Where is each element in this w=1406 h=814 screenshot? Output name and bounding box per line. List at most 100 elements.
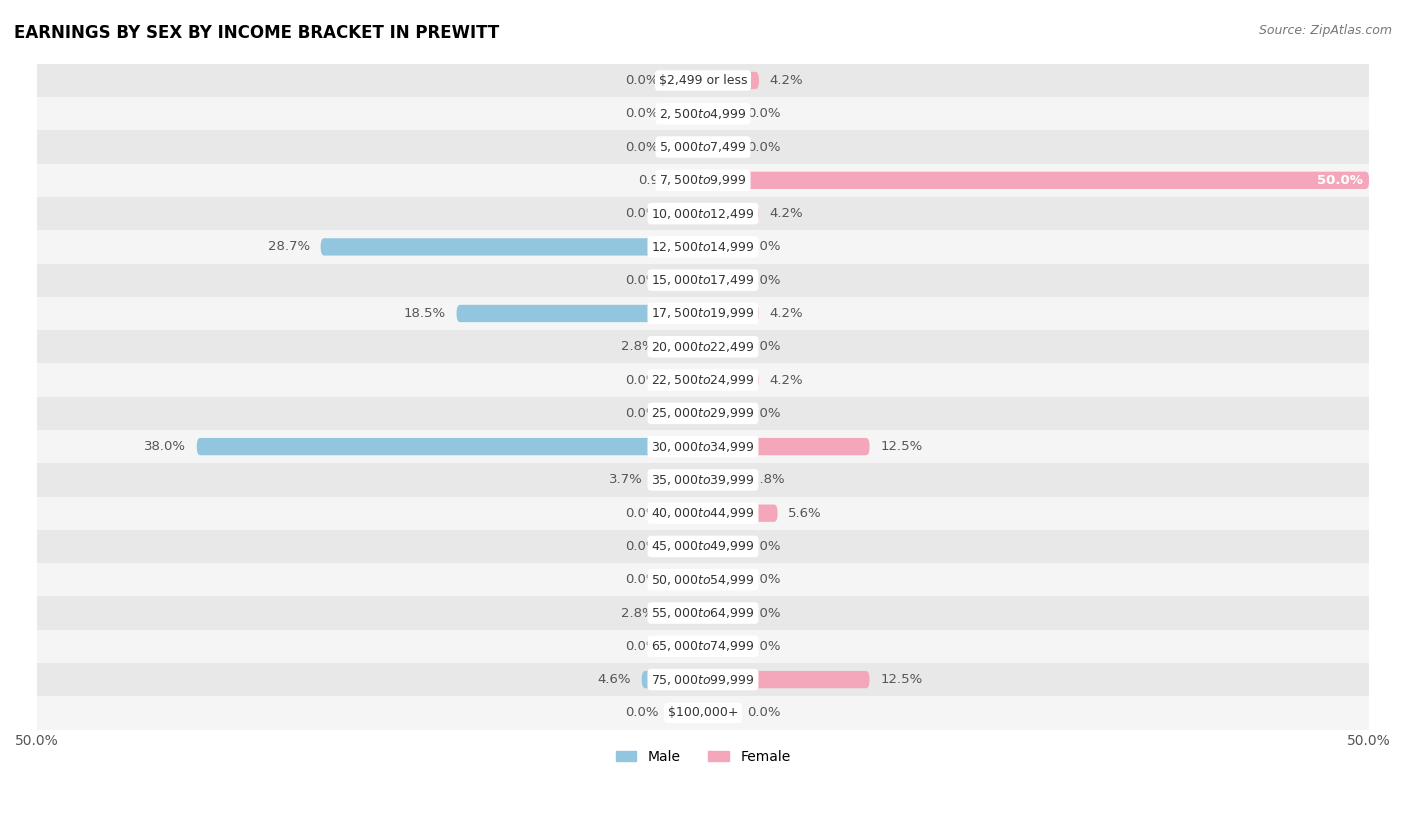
Bar (37, 396, 1369, 430)
Text: $12,500 to $14,999: $12,500 to $14,999 (651, 240, 755, 254)
Bar (37, 97, 1369, 130)
Text: 0.0%: 0.0% (626, 207, 659, 220)
Text: 2.8%: 2.8% (621, 606, 655, 619)
Text: 50.0%: 50.0% (1316, 174, 1362, 187)
FancyBboxPatch shape (703, 438, 869, 455)
Text: 0.0%: 0.0% (626, 707, 659, 720)
Text: 2.8%: 2.8% (751, 474, 785, 487)
Text: $5,000 to $7,499: $5,000 to $7,499 (659, 140, 747, 154)
Text: 0.0%: 0.0% (747, 573, 780, 586)
FancyBboxPatch shape (197, 438, 703, 455)
FancyBboxPatch shape (665, 338, 703, 356)
FancyBboxPatch shape (703, 205, 759, 222)
FancyBboxPatch shape (321, 239, 703, 256)
Bar (37, 630, 1369, 663)
Text: 0.0%: 0.0% (747, 107, 780, 120)
Bar (37, 264, 1369, 297)
FancyBboxPatch shape (669, 637, 703, 655)
Text: $75,000 to $99,999: $75,000 to $99,999 (651, 672, 755, 686)
Text: 0.0%: 0.0% (626, 407, 659, 420)
Text: 0.0%: 0.0% (747, 240, 780, 253)
Bar (37, 497, 1369, 530)
FancyBboxPatch shape (703, 571, 737, 589)
FancyBboxPatch shape (703, 671, 869, 689)
Bar (37, 230, 1369, 264)
FancyBboxPatch shape (669, 704, 703, 721)
FancyBboxPatch shape (690, 172, 703, 189)
Text: 2.8%: 2.8% (621, 340, 655, 353)
FancyBboxPatch shape (669, 371, 703, 389)
Text: 38.0%: 38.0% (143, 440, 186, 453)
Bar (37, 297, 1369, 330)
Text: 0.0%: 0.0% (626, 540, 659, 553)
FancyBboxPatch shape (703, 304, 759, 322)
Bar (37, 563, 1369, 597)
FancyBboxPatch shape (669, 272, 703, 289)
Text: 0.0%: 0.0% (747, 640, 780, 653)
Text: $22,500 to $24,999: $22,500 to $24,999 (651, 373, 755, 387)
Text: 28.7%: 28.7% (269, 240, 309, 253)
Text: $35,000 to $39,999: $35,000 to $39,999 (651, 473, 755, 487)
Text: 0.0%: 0.0% (626, 107, 659, 120)
Text: $50,000 to $54,999: $50,000 to $54,999 (651, 573, 755, 587)
FancyBboxPatch shape (703, 72, 759, 90)
Text: 4.2%: 4.2% (769, 374, 803, 387)
FancyBboxPatch shape (669, 571, 703, 589)
Bar (37, 430, 1369, 463)
Bar (37, 164, 1369, 197)
Text: 0.0%: 0.0% (626, 374, 659, 387)
FancyBboxPatch shape (457, 304, 703, 322)
Text: $2,500 to $4,999: $2,500 to $4,999 (659, 107, 747, 120)
Text: EARNINGS BY SEX BY INCOME BRACKET IN PREWITT: EARNINGS BY SEX BY INCOME BRACKET IN PRE… (14, 24, 499, 42)
FancyBboxPatch shape (703, 538, 737, 555)
FancyBboxPatch shape (703, 138, 737, 155)
Text: 0.93%: 0.93% (638, 174, 681, 187)
FancyBboxPatch shape (654, 471, 703, 488)
Bar (37, 530, 1369, 563)
Text: Source: ZipAtlas.com: Source: ZipAtlas.com (1258, 24, 1392, 37)
Text: $17,500 to $19,999: $17,500 to $19,999 (651, 306, 755, 321)
Text: 0.0%: 0.0% (747, 340, 780, 353)
Text: 0.0%: 0.0% (626, 506, 659, 519)
Text: $65,000 to $74,999: $65,000 to $74,999 (651, 639, 755, 654)
Text: 0.0%: 0.0% (747, 141, 780, 154)
FancyBboxPatch shape (641, 671, 703, 689)
FancyBboxPatch shape (703, 405, 737, 422)
Text: $2,499 or less: $2,499 or less (659, 74, 747, 87)
Text: 0.0%: 0.0% (747, 407, 780, 420)
FancyBboxPatch shape (669, 538, 703, 555)
FancyBboxPatch shape (669, 405, 703, 422)
FancyBboxPatch shape (703, 105, 737, 122)
Bar (37, 363, 1369, 396)
Text: 0.0%: 0.0% (747, 606, 780, 619)
Text: $100,000+: $100,000+ (668, 707, 738, 720)
FancyBboxPatch shape (703, 272, 737, 289)
FancyBboxPatch shape (703, 338, 737, 356)
FancyBboxPatch shape (703, 471, 741, 488)
Text: $45,000 to $49,999: $45,000 to $49,999 (651, 540, 755, 554)
Text: 3.7%: 3.7% (609, 474, 643, 487)
Text: $55,000 to $64,999: $55,000 to $64,999 (651, 606, 755, 620)
Text: 0.0%: 0.0% (747, 274, 780, 287)
Text: 0.0%: 0.0% (747, 540, 780, 553)
Text: 0.0%: 0.0% (626, 74, 659, 87)
FancyBboxPatch shape (703, 637, 737, 655)
Bar (37, 597, 1369, 630)
Text: 12.5%: 12.5% (880, 440, 922, 453)
Text: 0.0%: 0.0% (626, 274, 659, 287)
FancyBboxPatch shape (703, 505, 778, 522)
Bar (37, 197, 1369, 230)
FancyBboxPatch shape (703, 604, 737, 622)
Text: $7,500 to $9,999: $7,500 to $9,999 (659, 173, 747, 187)
Text: 0.0%: 0.0% (626, 573, 659, 586)
Bar (37, 463, 1369, 497)
FancyBboxPatch shape (665, 604, 703, 622)
Text: 0.0%: 0.0% (626, 141, 659, 154)
FancyBboxPatch shape (669, 72, 703, 90)
FancyBboxPatch shape (669, 138, 703, 155)
Bar (37, 696, 1369, 729)
Text: $30,000 to $34,999: $30,000 to $34,999 (651, 440, 755, 453)
Text: $20,000 to $22,499: $20,000 to $22,499 (651, 339, 755, 354)
Text: $25,000 to $29,999: $25,000 to $29,999 (651, 406, 755, 420)
Bar (37, 63, 1369, 97)
